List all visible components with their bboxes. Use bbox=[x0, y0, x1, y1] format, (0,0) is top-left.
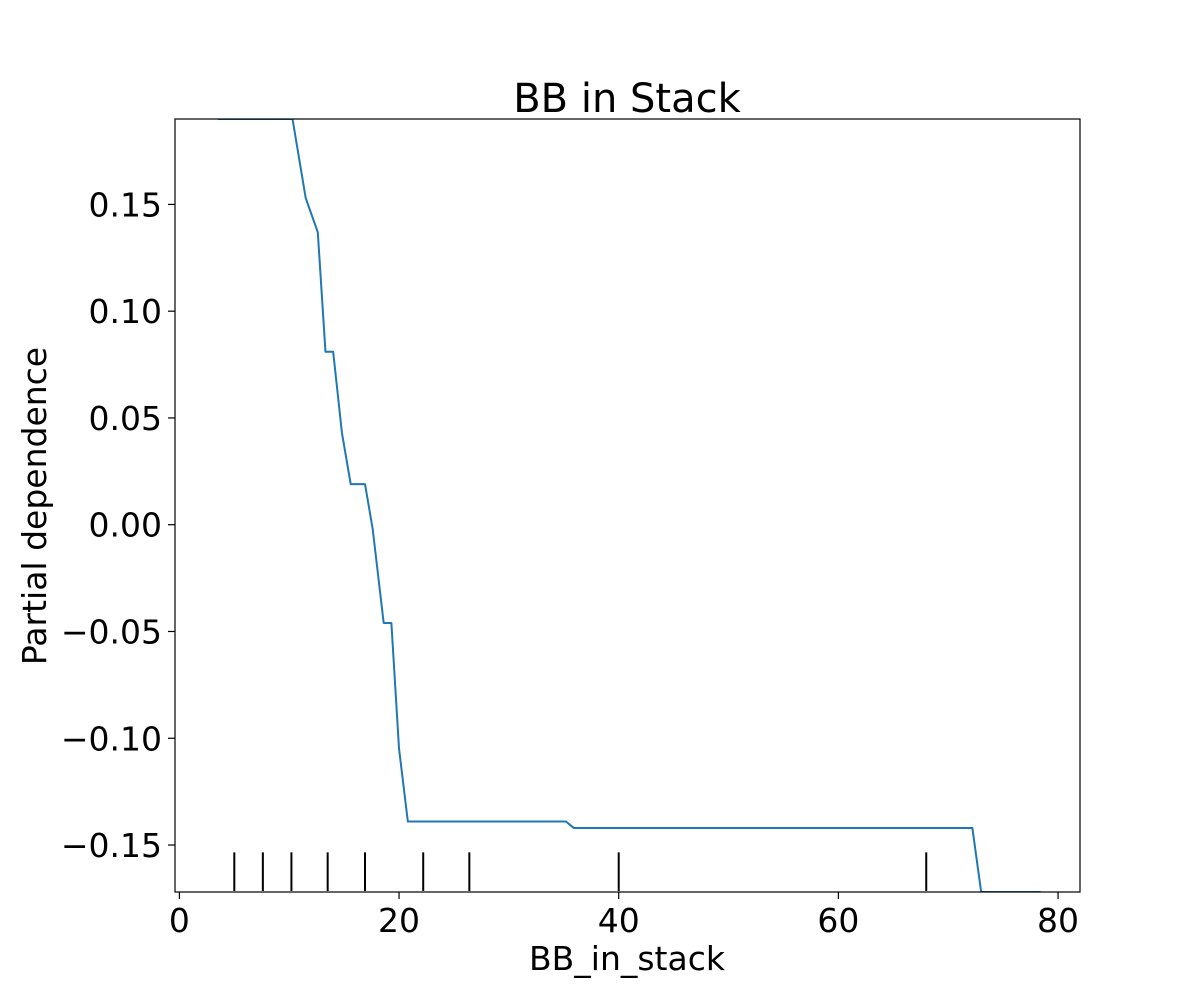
plot-frame bbox=[174, 118, 1081, 893]
x-tick-label-1: 20 bbox=[378, 901, 420, 940]
x-axis-label: BB_in_stack bbox=[529, 939, 726, 978]
x-tick-label-3: 60 bbox=[817, 901, 859, 940]
y-tick-label-3: 0.00 bbox=[89, 506, 162, 545]
y-axis-label: Partial dependence bbox=[15, 347, 54, 665]
y-tick-label-6: −0.15 bbox=[61, 826, 162, 865]
y-tick-label-5: −0.10 bbox=[61, 719, 162, 758]
partial-dependence-line bbox=[217, 119, 1041, 892]
x-tick-label-2: 40 bbox=[598, 901, 640, 940]
y-tick-label-2: 0.05 bbox=[89, 399, 162, 438]
y-tick-label-0: 0.15 bbox=[89, 185, 162, 224]
x-tick-label-0: 0 bbox=[169, 901, 190, 940]
plot-area: 0 20 40 60 80 0.15 0.10 0.05 0.00 −0.05 −0.10 −0.15 bbox=[61, 118, 1081, 940]
y-tick-label-1: 0.10 bbox=[89, 292, 162, 331]
y-tick-label-4: −0.05 bbox=[61, 612, 162, 651]
chart-title: BB in Stack bbox=[513, 76, 741, 122]
x-tick-label-4: 80 bbox=[1037, 901, 1079, 940]
